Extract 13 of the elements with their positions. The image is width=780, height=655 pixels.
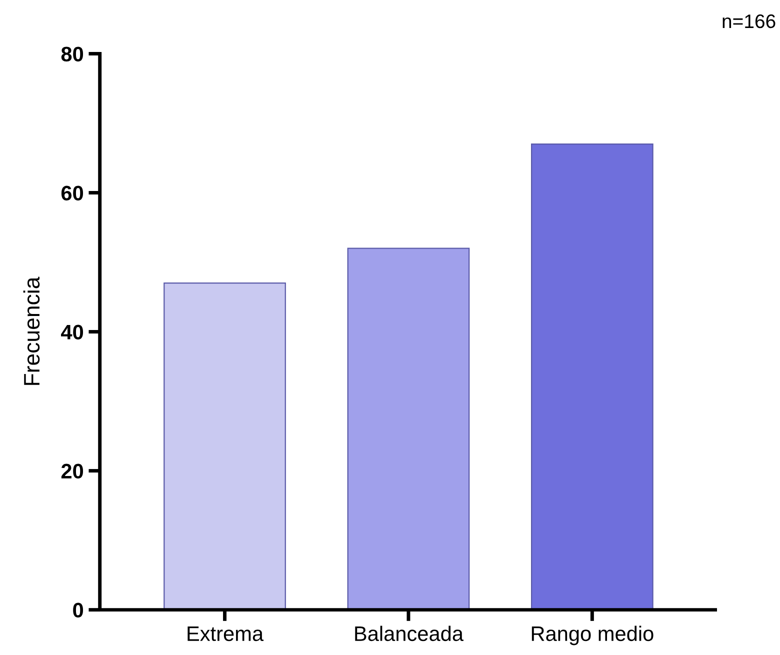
x-tick-label: Rango medio [532, 626, 654, 646]
bar [531, 144, 654, 610]
bar [347, 248, 470, 610]
y-tick-label: 20 [61, 464, 84, 479]
y-tick-label: 80 [61, 46, 84, 62]
x-tick-label: Balanceada [355, 626, 464, 642]
y-tick-label: 40 [61, 324, 84, 340]
x-tick-label: Extrema [188, 626, 264, 642]
y-axis-title: Frecuencia [23, 276, 40, 385]
y-tick-label: 0 [73, 602, 84, 618]
bar [164, 282, 286, 610]
text: n=166 [722, 14, 776, 28]
y-tick-label: 60 [61, 186, 84, 200]
